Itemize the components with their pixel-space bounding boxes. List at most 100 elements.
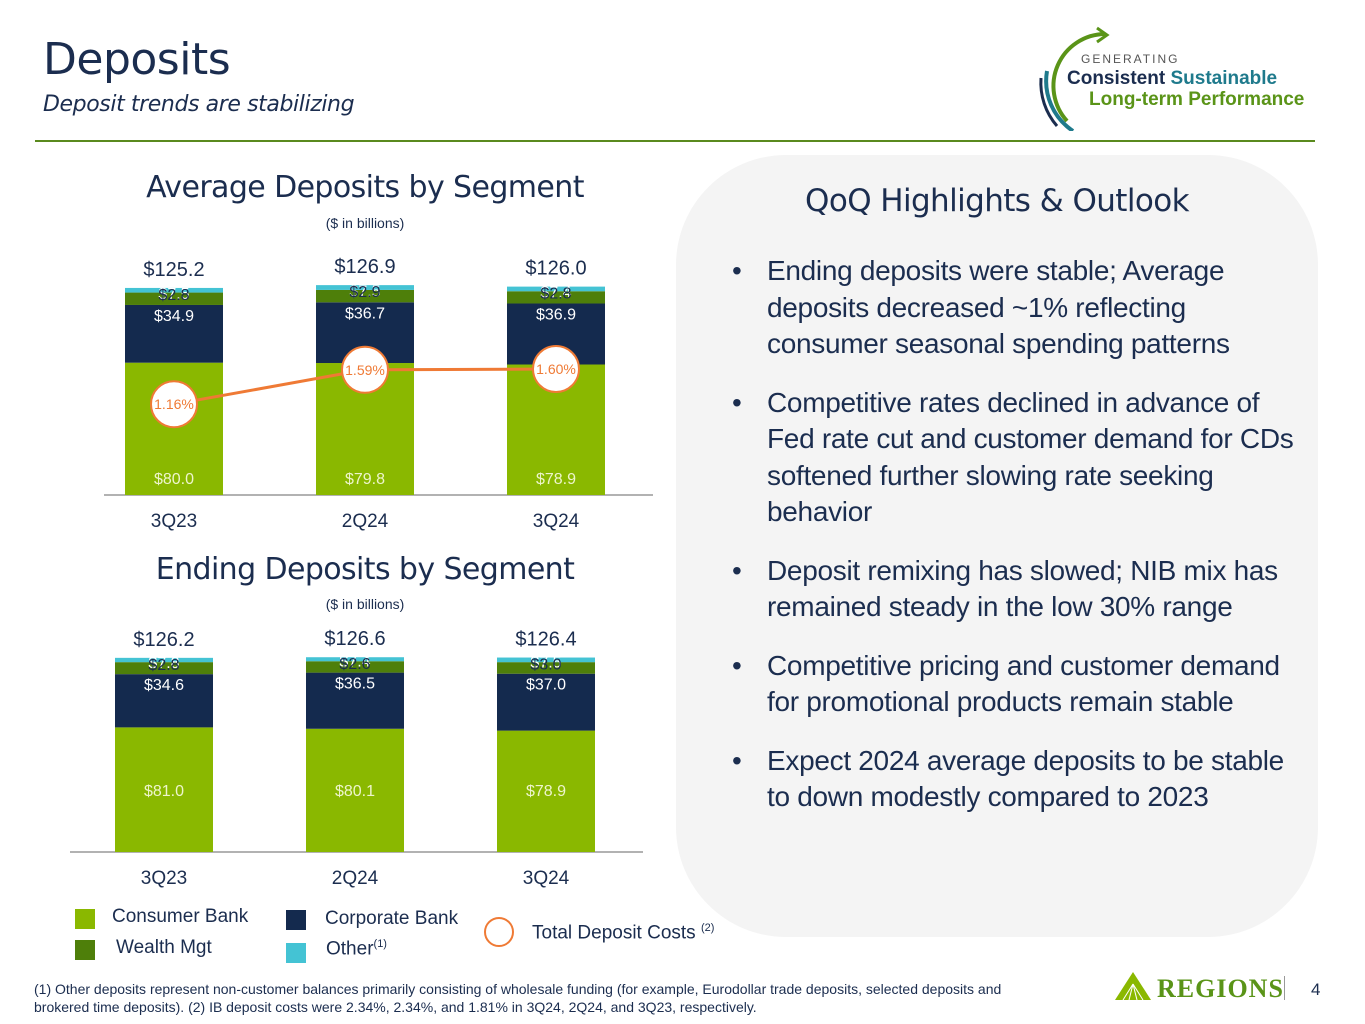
bullet-icon: • [732,649,742,681]
legend-label-corporate: Corporate Bank [325,908,459,929]
legend-label-wealth: Wealth Mgt [116,937,212,958]
data-label-corporate: $37.0 [526,677,566,694]
data-label-total: $126.6 [324,628,385,650]
footnote: (1) Other deposits represent non-custome… [34,981,1002,1015]
bullet-icon: • [732,386,742,418]
data-label-total: $126.0 [525,258,586,280]
cost-marker [532,345,580,393]
data-label-wealth: $7.4 [540,284,571,301]
highlights-panel: QoQ Highlights & Outlook • Ending deposit… [676,155,1318,937]
highlight-text: Expect 2024 average deposits to be stabl… [767,744,1284,813]
data-label-wealth: $7.5 [349,283,380,300]
bullet-icon: • [732,554,742,586]
logo-generating: GENERATING [1081,52,1180,66]
data-label-consumer: $78.9 [536,471,576,488]
legend-label-other: Other(1) [326,938,387,960]
end-chart-title: Ending Deposits by Segment [155,552,575,587]
bar-segment-other [306,657,404,662]
cost-marker [341,345,389,394]
legend-swatch-other [286,943,306,963]
x-tick-label: 3Q23 [151,511,197,532]
bullet-icon: • [732,255,742,286]
logo-line1: Consistent Sustainable [1067,68,1277,90]
bar-segment-corporate-bank [115,674,213,728]
highlight-item: • Competitive rates declined in advance o… [732,385,1302,531]
bar-segment-wealth-mgt [115,662,213,675]
logo-line2: Long-term Performance [1089,89,1305,110]
data-label-wealth: $7.4 [339,654,370,671]
data-label-wealth: $7.8 [148,655,179,672]
brand-separator [1284,976,1285,1000]
data-label-consumer: $79.8 [345,471,385,488]
legend-other-sup: (1) [373,938,387,950]
data-label-total: $125.2 [143,259,204,281]
end-chart-unit: ($ in billions) [325,596,405,612]
regions-pyramid-icon [1115,972,1151,1001]
highlights-title: QoQ Highlights & Outlook [805,183,1190,219]
legend-swatch-corporate [286,910,306,930]
legend-label-cost: Total Deposit Costs (2) [532,922,714,944]
highlight-text: Ending deposits were stable; Average dep… [767,255,1230,359]
bar-segment-corporate-bank [125,304,223,363]
data-label-wealth: $7.5 [158,286,189,303]
cost-label: 1.60% [536,361,576,377]
avg-deposits-chart: $80.0$34.9$7.5$2.8$125.23Q23$79.8$36.7$7… [104,256,653,532]
data-label-other: $2.6 [339,656,370,673]
x-tick-label: 2Q24 [342,511,389,532]
bar-segment-consumer-bank [497,730,595,852]
data-label-corporate: $36.5 [335,676,375,693]
bar-segment-wealth-mgt [507,291,605,304]
bar-segment-consumer-bank [306,728,404,852]
data-label-wealth: $7.5 [530,655,561,672]
legend-swatch-consumer [75,909,95,929]
highlight-item: • Expect 2024 average deposits to be stab… [732,743,1302,816]
highlight-item: • Deposit remixing has slowed; NIB mix ha… [732,553,1302,626]
data-label-other: $2.9 [349,284,380,301]
x-tick-label: 3Q23 [141,868,187,889]
data-label-other: $2.8 [158,287,189,304]
bar-segment-wealth-mgt [316,289,414,303]
data-label-corporate: $36.7 [345,305,385,322]
highlight-text: Competitive rates declined in advance of… [767,386,1294,528]
highlight-item: • Competitive pricing and customer demand… [732,648,1302,721]
bar-segment-corporate-bank [497,673,595,731]
data-label-corporate: $36.9 [536,306,576,323]
bar-segment-corporate-bank [306,672,404,729]
data-label-other: $2.8 [148,657,179,674]
bar-segment-consumer-bank [115,727,213,852]
data-label-corporate: $34.6 [144,677,184,694]
highlight-text: Deposit remixing has slowed; NIB mix has… [767,554,1278,623]
campaign-logo: GENERATING Consistent Sustainable Long-t… [1035,26,1335,131]
data-label-total: $126.2 [133,629,194,651]
page-number: 4 [1311,980,1321,999]
regions-wordmark: REGIONS [1157,974,1284,1003]
legend-other-text: Other [326,938,374,960]
page-title: Deposits [43,34,231,85]
bullet-icon: • [732,744,742,776]
page-subtitle: Deposit trends are stabilizing [43,92,355,117]
highlight-text: Competitive pricing and customer demand … [767,649,1280,718]
cost-label: 1.16% [154,396,194,412]
arc-arrow-icon [1039,26,1110,131]
legend-cost-text: Total Deposit Costs [532,922,696,944]
cost-marker [150,380,198,429]
bar-segment-other [507,286,605,292]
data-label-consumer: $80.0 [154,471,194,488]
data-label-total: $126.4 [515,629,576,651]
highlight-item: • Ending deposits were stable; Average de… [732,253,1302,363]
highlights-list: • Ending deposits were stable; Average de… [732,253,1302,838]
avg-chart-unit: ($ in billions) [325,215,405,231]
x-tick-label: 3Q24 [523,868,570,889]
bar-segment-wealth-mgt [306,661,404,673]
logo-sustainable: Sustainable [1170,68,1278,89]
end-deposits-chart: $81.0 $34.6 $7.8$2.8 $126.2 3Q23 $80.1 $36.5 $7… [70,628,643,889]
regions-brand: REGIONS 4 [1113,968,1363,1008]
x-tick-label: 3Q24 [533,511,580,532]
legend-cost-sup: (2) [700,922,715,934]
avg-chart-title: Average Deposits by Segment [146,170,584,205]
data-label-corporate: $34.9 [154,308,194,325]
legend-label-consumer: Consumer Bank [112,906,249,927]
x-tick-label: 2Q24 [332,868,379,889]
bar-segment-other [115,657,213,663]
data-label-other: $3.0 [530,657,561,674]
